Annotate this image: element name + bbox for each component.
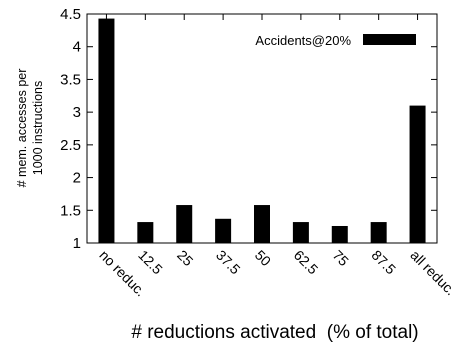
y-tick-label-5: 3.5 (60, 71, 81, 88)
x-tick-label-2: 25 (174, 247, 196, 269)
y-axis-label: # mem. accesses per 1000 instructions (15, 69, 45, 188)
x-axis-label: # reductions activated (% of total) (131, 322, 418, 343)
y-tick-label-3: 2.5 (60, 137, 81, 154)
legend-swatch (363, 34, 416, 45)
y-axis-ticks: 1 1.5 2 2.5 3 3.5 4 4.5 (60, 6, 437, 252)
legend-label: Accidents@20% (255, 33, 351, 48)
y-tick-label-1: 1.5 (60, 202, 81, 219)
bar-2 (176, 205, 193, 243)
bar-5 (292, 222, 309, 243)
y-tick-label-7: 4.5 (60, 6, 81, 23)
x-axis-ticks: no reduc.12.5 25 37.5 50 62.5 75 87.5 all reduc… (96, 14, 459, 299)
y-tick-label-0: 1 (73, 235, 81, 252)
x-tick-label-5: 62.5 (291, 247, 322, 278)
bar-8 (409, 105, 426, 243)
x-tick-label-6: 75 (330, 247, 352, 269)
x-tick-label-4: 50 (252, 247, 274, 269)
x-tick-label-7: 87.5 (369, 247, 400, 278)
x-tick-label-1: 12.5 (135, 247, 166, 278)
bar-4 (254, 205, 270, 243)
bars-group (98, 18, 426, 243)
y-axis-label-line-2: 1000 instructions (31, 81, 45, 176)
bar-1 (137, 222, 154, 243)
x-tick-label-8: all reduc. (407, 247, 458, 298)
y-tick-label-2: 2 (73, 170, 81, 187)
bar-3 (215, 218, 232, 243)
bar-0 (98, 18, 115, 243)
bar-6 (331, 225, 348, 243)
y-tick-label-6: 4 (73, 39, 81, 56)
y-axis-label-line-1: # mem. accesses per (15, 69, 29, 188)
y-tick-label-4: 3 (73, 104, 81, 121)
legend: Accidents@20% (255, 33, 416, 48)
bar-7 (370, 222, 387, 243)
x-tick-label-3: 37.5 (213, 247, 244, 278)
